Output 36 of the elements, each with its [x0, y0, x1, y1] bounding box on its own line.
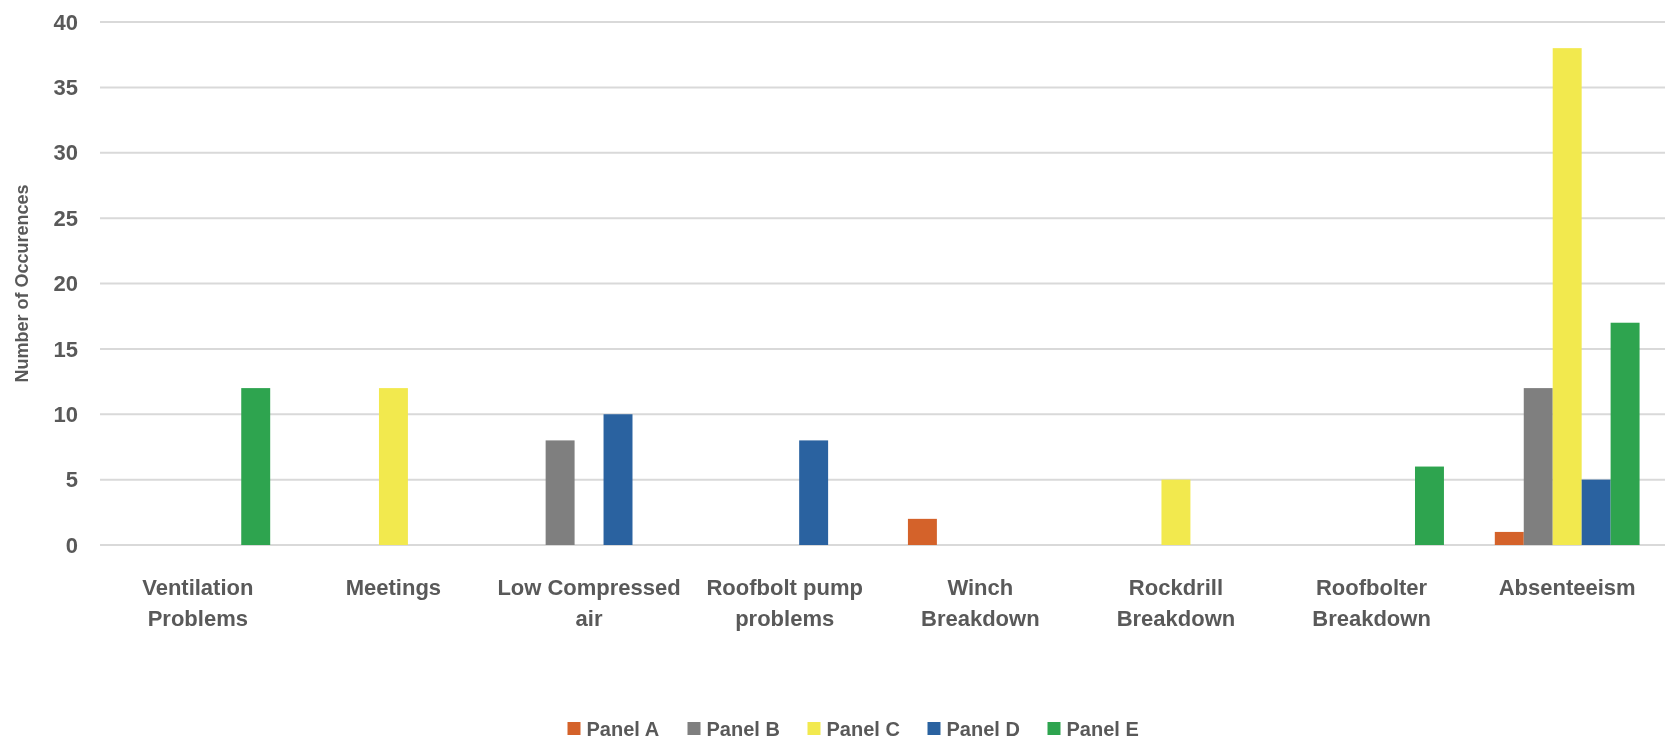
bar [603, 414, 633, 545]
legend-label: Panel E [1066, 718, 1139, 740]
x-tick-label: Roofbolt pump problems [706, 575, 863, 631]
x-tick-label: Low Compressed air [497, 575, 681, 631]
y-tick-label: 5 [65, 467, 78, 493]
bar [1552, 48, 1582, 545]
x-tick-label: Roofbolter Breakdown [1312, 575, 1431, 631]
y-tick-label: 25 [53, 205, 78, 231]
bar [1494, 531, 1524, 545]
legend-label: Panel B [706, 718, 780, 740]
x-tick-label: Rockdrill Breakdown [1116, 575, 1236, 631]
bar [545, 440, 575, 545]
x-tick-label: Absenteeism [1498, 575, 1636, 600]
legend-label: Panel C [826, 718, 900, 740]
legend-label: Panel D [946, 718, 1020, 740]
y-axis-title: Number of Occurences [12, 184, 32, 383]
y-tick-label: 35 [53, 75, 78, 101]
x-tick-label: Winch Breakdown [921, 575, 1040, 631]
legend-label: Panel A [586, 718, 660, 740]
bar [241, 388, 271, 545]
bar [799, 440, 829, 545]
y-tick-label: 20 [53, 271, 78, 297]
y-tick-label: 30 [53, 140, 78, 166]
y-tick-label: 15 [53, 336, 78, 362]
x-tick-label: Ventilation Problems [142, 575, 254, 631]
y-tick-label: 40 [53, 9, 78, 35]
bar [378, 388, 408, 545]
y-tick-label: 0 [65, 532, 78, 558]
bar [1581, 479, 1611, 545]
x-tick-label: Meetings [345, 575, 442, 600]
y-tick-label: 10 [53, 401, 78, 427]
bar [1161, 479, 1191, 545]
bar [1414, 466, 1444, 545]
bar [1610, 322, 1640, 545]
bar [907, 518, 937, 545]
bar [1523, 388, 1553, 545]
